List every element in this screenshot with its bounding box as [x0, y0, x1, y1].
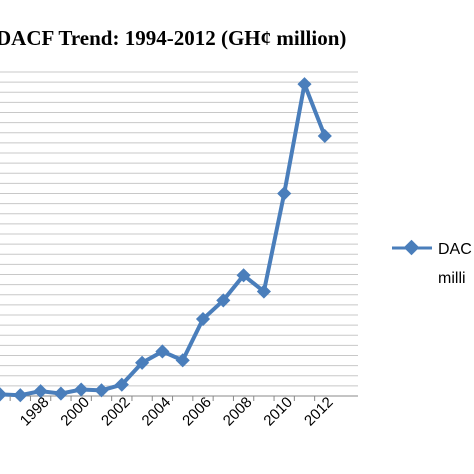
data-point-marker: [94, 383, 109, 398]
data-point-marker: [155, 344, 170, 359]
data-point-marker: [317, 128, 332, 144]
chart-title: DACF Trend: 1994-2012 (GH¢ million): [0, 26, 346, 50]
series-layer: [0, 77, 332, 403]
x-tick-label: 2010: [260, 394, 296, 430]
legend-label-line2: milli: [438, 270, 466, 287]
data-point-marker: [195, 311, 211, 327]
x-tick-label: 2002: [98, 394, 134, 430]
data-point-marker: [0, 387, 8, 402]
data-point-marker: [135, 355, 150, 370]
data-point-marker: [216, 293, 231, 308]
data-point-marker: [236, 268, 251, 283]
x-axis-ticks: 1998 2000 2002 2004 2006 2008 2010 2012: [9, 394, 337, 430]
data-point-marker: [74, 382, 89, 397]
data-point-marker: [114, 377, 129, 392]
x-tick-label: 2004: [139, 394, 175, 430]
data-point-marker: [33, 384, 48, 399]
data-point-marker: [256, 284, 271, 299]
horizontal-gridlines: [0, 71, 358, 387]
legend-label-line1: DAC: [438, 241, 472, 258]
legend: DAC milli: [392, 239, 472, 287]
x-tick-label: 2012: [301, 394, 337, 430]
data-point-marker: [277, 186, 292, 201]
x-tick-label: 2000: [57, 394, 93, 430]
data-point-marker: [13, 388, 28, 403]
x-tick-label: 2008: [220, 394, 256, 430]
legend-diamond-marker: [403, 239, 420, 256]
x-tick-label: 2006: [179, 394, 215, 430]
data-point-marker: [53, 386, 68, 401]
data-point-marker: [297, 77, 312, 92]
data-point-marker: [175, 353, 190, 368]
